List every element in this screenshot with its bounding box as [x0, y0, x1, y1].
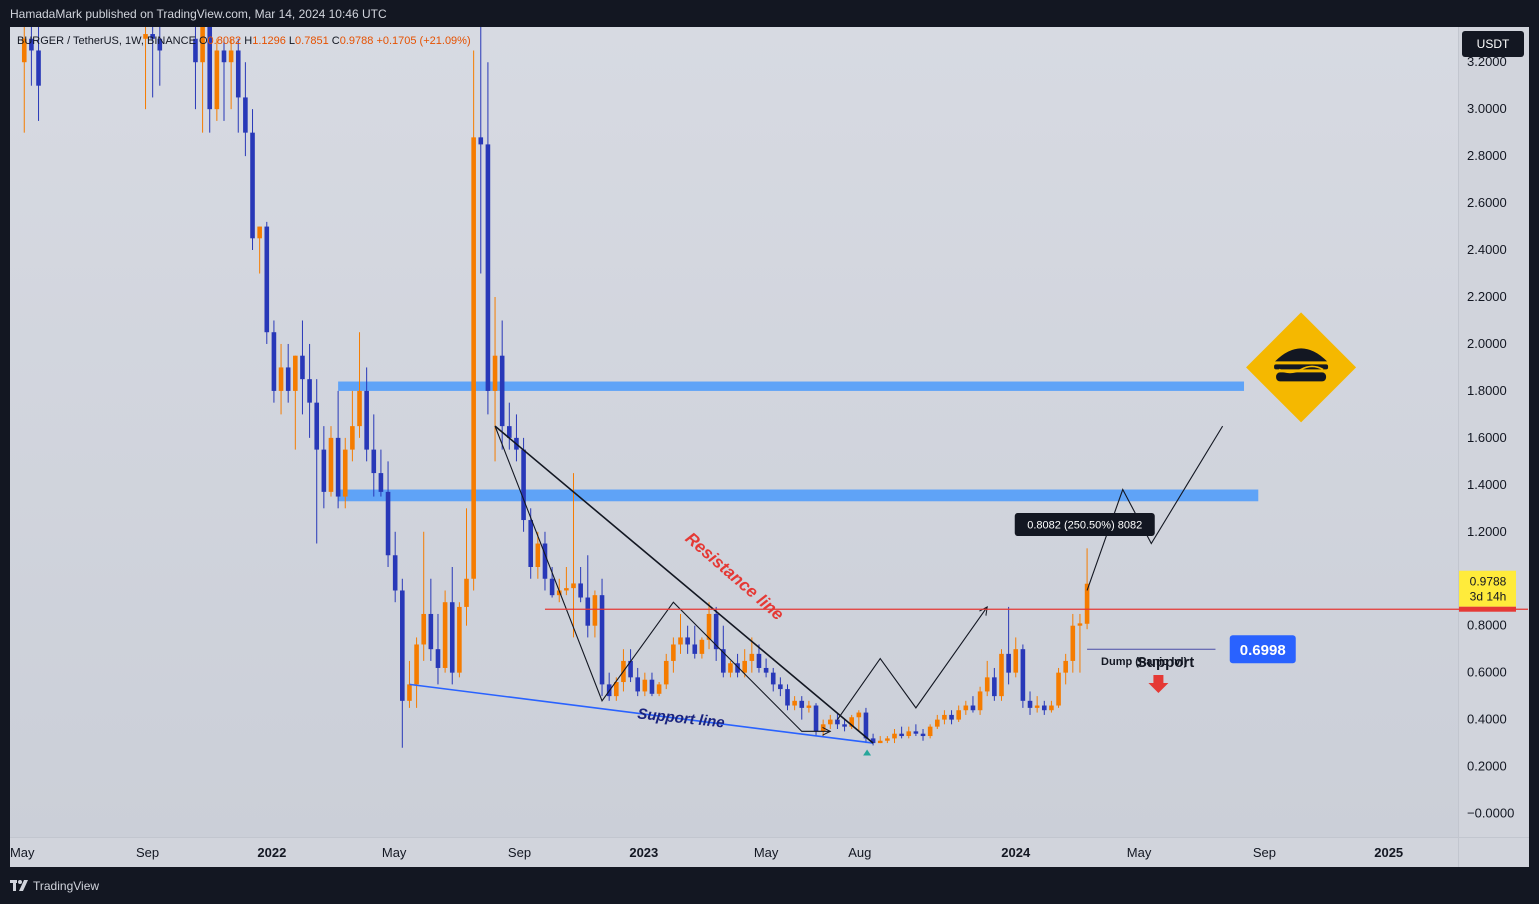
close-value: 0.9788: [339, 35, 374, 47]
high-label: H: [244, 35, 253, 47]
symbol-legend: BURGER / TetherUS, 1W, BINANCE O0.8082 H…: [17, 35, 471, 47]
low-label: L: [288, 35, 296, 47]
change-value: +0.1705 (+21.09%): [376, 35, 471, 47]
currency-button[interactable]: USDT: [1462, 31, 1524, 57]
close-label: C: [331, 35, 340, 47]
open-label: O: [198, 35, 208, 47]
tradingview-logo-icon: [10, 880, 28, 891]
open-value: 0.8082: [207, 35, 242, 47]
high-value: 1.1296: [252, 35, 286, 47]
footer-brand: TradingView: [33, 879, 100, 893]
footer: TradingView: [0, 867, 1539, 904]
time-axis[interactable]: [10, 837, 1458, 868]
price-axis[interactable]: [1458, 27, 1529, 837]
published-text: HamadaMark published on TradingView.com,…: [10, 7, 387, 21]
symbol-name: BURGER / TetherUS, 1W, BINANCE: [17, 35, 196, 47]
low-value: 0.7851: [295, 35, 329, 47]
axis-corner: [1458, 837, 1529, 868]
chart-area[interactable]: [10, 27, 1458, 837]
publisher-bar: HamadaMark published on TradingView.com,…: [0, 0, 1539, 27]
